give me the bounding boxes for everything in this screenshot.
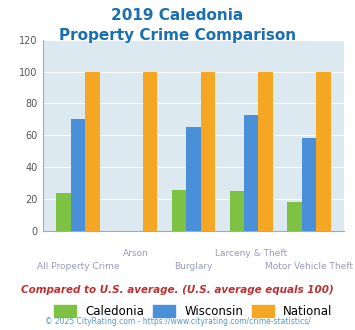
Bar [302, 139, 316, 231]
Bar [71, 119, 85, 231]
Bar [186, 127, 201, 231]
Text: © 2025 CityRating.com - https://www.cityrating.com/crime-statistics/: © 2025 CityRating.com - https://www.city… [45, 317, 310, 326]
Legend: Caledonia, Wisconsin, National: Caledonia, Wisconsin, National [50, 300, 337, 322]
Bar [56, 193, 71, 231]
Bar [85, 72, 100, 231]
Bar [143, 72, 157, 231]
Bar [316, 72, 331, 231]
Text: Compared to U.S. average. (U.S. average equals 100): Compared to U.S. average. (U.S. average … [21, 285, 334, 295]
Bar [258, 72, 273, 231]
Bar [287, 202, 302, 231]
Bar [201, 72, 215, 231]
Text: Larceny & Theft: Larceny & Theft [215, 249, 287, 258]
Text: 2019 Caledonia: 2019 Caledonia [111, 8, 244, 23]
Text: Burglary: Burglary [174, 262, 213, 271]
Text: All Property Crime: All Property Crime [37, 262, 119, 271]
Text: Motor Vehicle Theft: Motor Vehicle Theft [265, 262, 353, 271]
Bar [244, 115, 258, 231]
Text: Arson: Arson [123, 249, 149, 258]
Bar [172, 189, 186, 231]
Bar [230, 191, 244, 231]
Text: Property Crime Comparison: Property Crime Comparison [59, 28, 296, 43]
